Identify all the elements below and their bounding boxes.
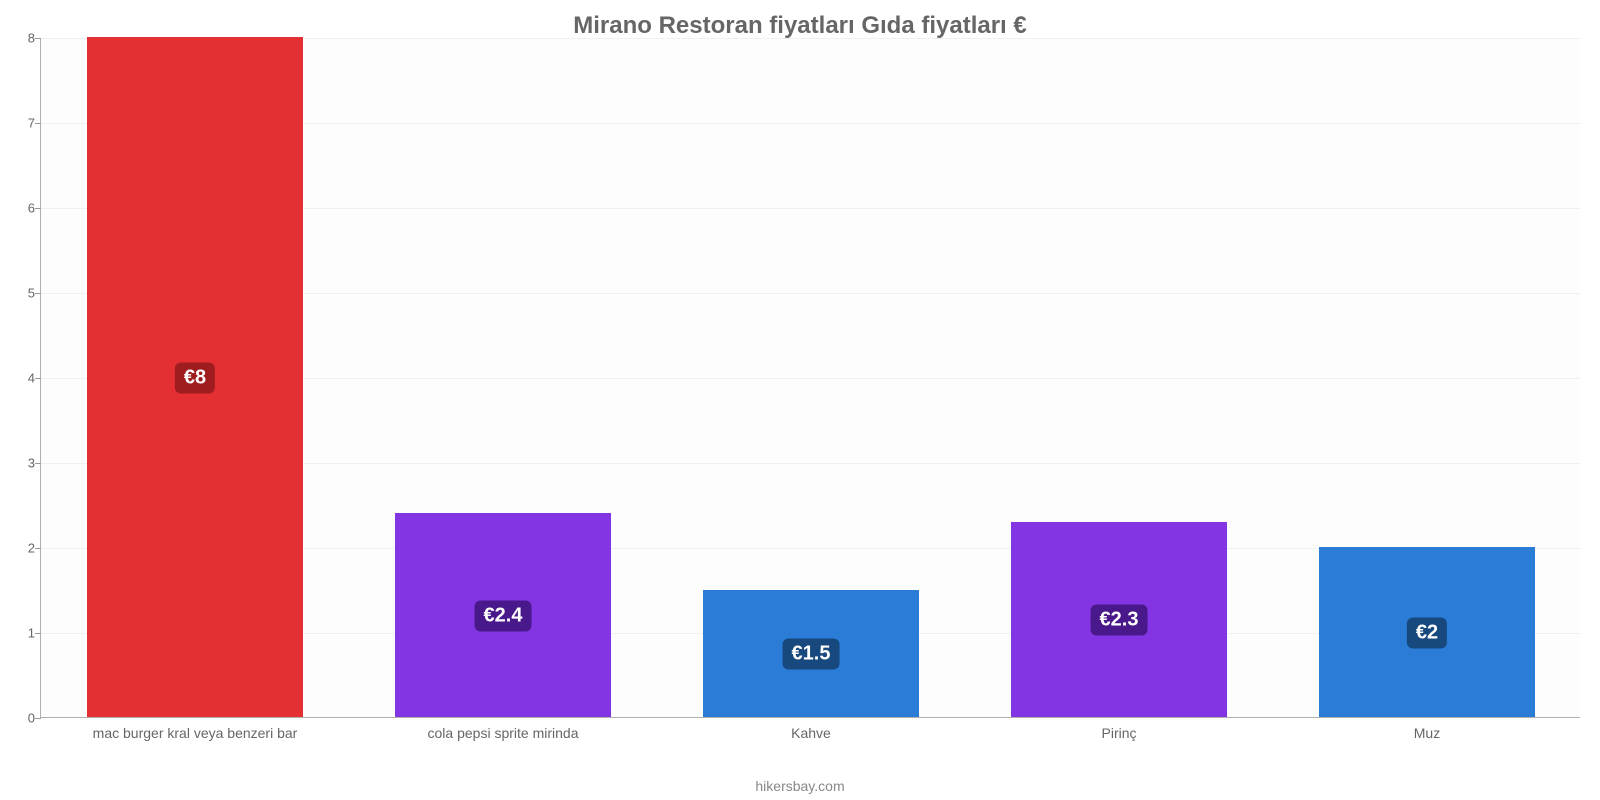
value-label: €2 (1407, 618, 1447, 649)
value-label: €2.3 (1091, 605, 1148, 636)
y-axis-label: 7 (28, 116, 41, 131)
x-axis-label: cola pepsi sprite mirinda (428, 717, 579, 741)
y-axis-label: 8 (28, 31, 41, 46)
chart-footer: hikersbay.com (0, 778, 1600, 794)
value-label: €1.5 (783, 639, 840, 670)
y-axis-label: 2 (28, 541, 41, 556)
y-axis-label: 3 (28, 456, 41, 471)
y-axis-label: 0 (28, 711, 41, 726)
y-axis-label: 5 (28, 286, 41, 301)
y-axis-label: 6 (28, 201, 41, 216)
chart-title: Mirano Restoran fiyatları Gıda fiyatları… (0, 0, 1600, 40)
x-axis-label: mac burger kral veya benzeri bar (93, 717, 298, 741)
chart-container: Mirano Restoran fiyatları Gıda fiyatları… (0, 0, 1600, 800)
y-axis-label: 4 (28, 371, 41, 386)
value-label: €8 (175, 363, 215, 394)
y-axis-label: 1 (28, 626, 41, 641)
value-label: €2.4 (475, 601, 532, 632)
x-axis-label: Muz (1414, 717, 1440, 741)
plot-area: 012345678€8mac burger kral veya benzeri … (40, 38, 1580, 718)
x-axis-label: Kahve (791, 717, 831, 741)
x-axis-label: Pirinç (1101, 717, 1136, 741)
